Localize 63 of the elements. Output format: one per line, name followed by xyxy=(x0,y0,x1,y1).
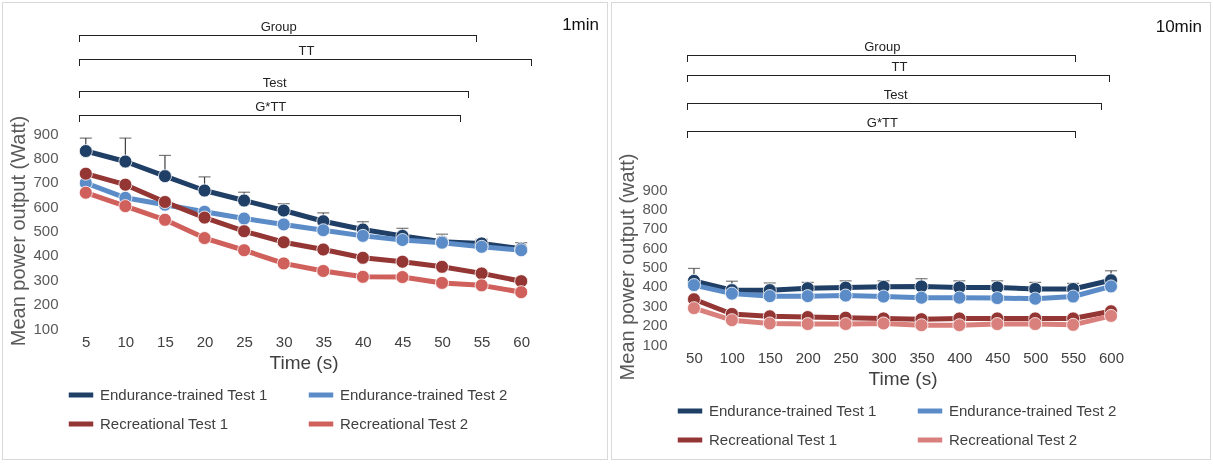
y-tick-label: 900 xyxy=(642,180,668,198)
x-axis-title: Time (s) xyxy=(269,351,339,373)
x-tick-label: 45 xyxy=(394,332,412,350)
x-tick-label: 450 xyxy=(985,348,1011,366)
y-axis-title: Mean power output (Watt) xyxy=(7,115,30,347)
legend-label: Recreational Test 2 xyxy=(340,415,469,432)
x-tick-label: 25 xyxy=(236,332,253,350)
x-tick-label: 150 xyxy=(757,348,783,366)
x-tick-label: 20 xyxy=(196,332,214,350)
x-tick-label: 500 xyxy=(1023,348,1049,366)
text: Group xyxy=(864,39,901,54)
x-tick-label: 400 xyxy=(947,348,973,366)
y-tick-label: 600 xyxy=(33,197,59,215)
y-tick-label: 900 xyxy=(33,124,59,142)
y-tick-label: 400 xyxy=(642,277,668,295)
legend-label: Endurance-trained Test 2 xyxy=(949,402,1117,419)
y-tick-label: 800 xyxy=(33,148,59,166)
text: Test xyxy=(883,87,908,102)
x-tick-label: 250 xyxy=(833,348,859,366)
y-tick-label: 600 xyxy=(642,238,668,256)
x-tick-label: 15 xyxy=(157,332,174,350)
y-tick-label: 500 xyxy=(642,258,668,275)
x-tick-label: 200 xyxy=(795,348,821,366)
text: 10min xyxy=(1155,17,1202,37)
y-tick-label: 300 xyxy=(642,296,668,314)
text: TT xyxy=(298,43,315,58)
x-tick-label: 30 xyxy=(275,332,293,350)
y-tick-label: 700 xyxy=(33,173,59,191)
legend-label: Endurance-trained Test 2 xyxy=(340,386,508,403)
y-axis-title: Mean power output (watt) xyxy=(616,153,639,381)
y-tick-label: 100 xyxy=(33,319,59,337)
x-tick-label: 550 xyxy=(1061,348,1087,366)
x-tick-label: 350 xyxy=(909,348,935,366)
text: G*TT xyxy=(255,99,287,114)
text: Group xyxy=(260,19,297,34)
x-tick-label: 55 xyxy=(473,332,491,350)
y-tick-label: 500 xyxy=(33,222,59,239)
text: G*TT xyxy=(866,115,898,130)
x-tick-label: 5 xyxy=(82,332,91,350)
x-tick-label: 300 xyxy=(871,348,897,366)
x-tick-label: 50 xyxy=(686,348,703,366)
legend-label: Recreational Test 1 xyxy=(100,415,229,432)
y-tick-label: 200 xyxy=(33,295,59,313)
x-tick-label: 50 xyxy=(434,332,451,350)
legend-label: Recreational Test 1 xyxy=(709,431,838,448)
x-tick-label: 35 xyxy=(315,332,333,350)
y-tick-label: 300 xyxy=(33,270,59,288)
legend-label: Recreational Test 2 xyxy=(949,431,1078,448)
x-tick-label: 10 xyxy=(117,332,135,350)
text: Test xyxy=(262,75,287,90)
x-tick-label: 600 xyxy=(1099,348,1125,366)
x-tick-label: 100 xyxy=(719,348,745,366)
y-tick-label: 200 xyxy=(642,316,668,334)
text: TT xyxy=(891,59,908,74)
x-tick-label: 40 xyxy=(355,332,372,350)
legend-label: Endurance-trained Test 1 xyxy=(709,402,877,419)
y-tick-label: 400 xyxy=(33,246,59,264)
legend-label: Endurance-trained Test 1 xyxy=(100,386,268,403)
x-tick-label: 60 xyxy=(513,332,531,350)
y-tick-label: 700 xyxy=(642,219,668,237)
text: 1min xyxy=(562,15,599,35)
y-tick-label: 800 xyxy=(642,199,668,217)
x-axis-title: Time (s) xyxy=(868,367,938,389)
